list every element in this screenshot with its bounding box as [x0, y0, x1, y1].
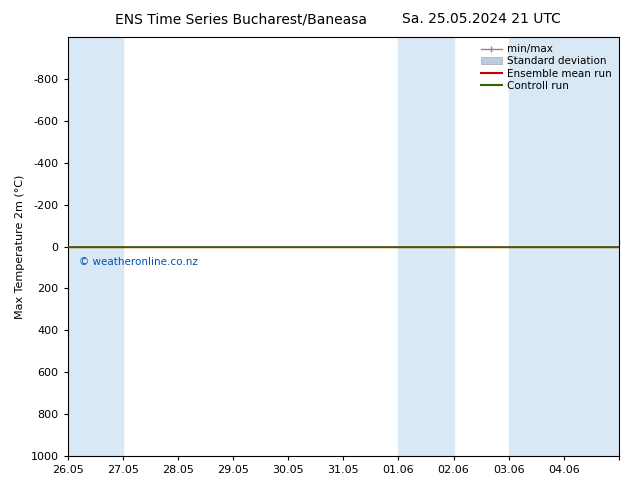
Bar: [68, 37, 123, 456]
Legend: min/max, Standard deviation, Ensemble mean run, Controll run: min/max, Standard deviation, Ensemble me…: [479, 42, 614, 93]
Bar: [398, 37, 453, 456]
Text: Sa. 25.05.2024 21 UTC: Sa. 25.05.2024 21 UTC: [403, 12, 561, 26]
Text: © weatheronline.co.nz: © weatheronline.co.nz: [79, 257, 197, 267]
Y-axis label: Max Temperature 2m (°C): Max Temperature 2m (°C): [15, 174, 25, 318]
Bar: [508, 37, 619, 456]
Text: ENS Time Series Bucharest/Baneasa: ENS Time Series Bucharest/Baneasa: [115, 12, 367, 26]
